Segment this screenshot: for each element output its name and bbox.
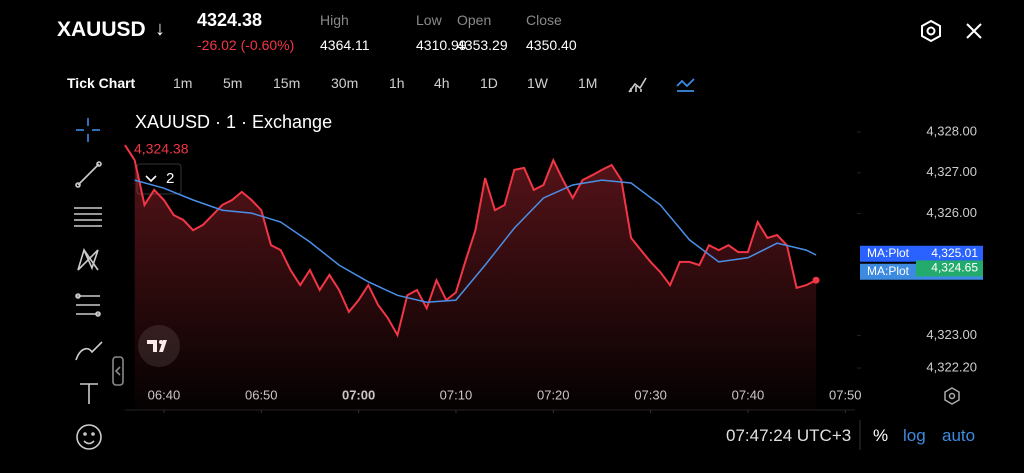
indicator-toggle[interactable] (136, 163, 182, 195)
interval-button[interactable]: 1m (173, 75, 193, 91)
axis-settings-icon[interactable] (944, 387, 960, 405)
symbol-arrow[interactable]: ↓ (155, 18, 165, 40)
price-tag-label: 4,325.01 (931, 246, 978, 260)
area-style-icon[interactable] (676, 78, 695, 92)
ma-line (134, 179, 817, 303)
price-change: -26.02 (-0.60%) (197, 37, 295, 53)
interval-button[interactable]: 1W (527, 75, 548, 91)
interval-button[interactable]: 15m (273, 75, 301, 91)
y-tick-label: 4,326.00 (926, 205, 977, 220)
symbol[interactable]: XAUUSD (57, 18, 146, 41)
price-tag-name: MA:Plot (867, 264, 910, 278)
close-icon[interactable] (966, 23, 982, 39)
crosshair-tool[interactable] (76, 118, 100, 142)
price-tag (916, 260, 983, 277)
brush-tool[interactable] (75, 341, 103, 361)
last-price: 4324.38 (197, 10, 263, 30)
last-point (812, 276, 820, 284)
collapse-toolbar[interactable] (112, 356, 124, 386)
settings-icon[interactable] (921, 19, 941, 43)
text-tool[interactable] (80, 383, 98, 404)
scale-option[interactable]: log (903, 426, 926, 445)
stat-value: 4353.29 (457, 37, 508, 53)
stat-value: 4310.99 (416, 37, 467, 53)
y-tick-label: 4,323.00 (926, 327, 977, 342)
projection-tool[interactable] (75, 293, 101, 317)
y-tick-label: 4,328.00 (926, 124, 977, 139)
price-tag-label: 4,324.65 (931, 261, 978, 275)
chart-title: XAUUSD · 1 · Exchange (135, 112, 332, 132)
stat-value: 4364.11 (320, 37, 370, 53)
stat-label: Low (416, 12, 442, 28)
x-tick-label: 07:50 (829, 387, 862, 402)
interval-button[interactable]: 4h (434, 75, 450, 91)
pattern-tool[interactable] (77, 247, 99, 271)
price-tag-name-bg (860, 263, 916, 280)
interval-button[interactable]: 5m (223, 75, 243, 91)
interval-button[interactable]: 1M (578, 75, 598, 91)
interval-button[interactable]: 1h (389, 75, 405, 91)
price-stub (124, 144, 136, 161)
trend-line-tool[interactable] (75, 161, 102, 188)
last-price-label: 4,324.38 (134, 141, 189, 157)
interval-button[interactable]: 1D (480, 75, 498, 91)
fib-tool[interactable] (74, 207, 102, 227)
interval-button[interactable]: 30m (331, 75, 359, 91)
chart-type[interactable]: Tick Chart (67, 75, 136, 91)
emoji-tool[interactable] (76, 424, 102, 450)
price-tag-name-bg (860, 245, 916, 262)
indicator-count[interactable]: 2 (166, 170, 174, 187)
price-tag-name: MA:Plot (867, 246, 910, 260)
stat-value: 4350.40 (526, 37, 577, 53)
y-tick-label: 4,322.20 (926, 360, 977, 375)
clock: 07:47:24 UTC+3 (726, 426, 852, 445)
stat-label: Open (457, 12, 492, 28)
scale-option[interactable]: auto (942, 426, 976, 445)
stat-label: High (320, 12, 349, 28)
stat-label: Close (526, 12, 562, 28)
price-line (133, 157, 817, 338)
price-area (134, 160, 817, 410)
price-tag (916, 245, 983, 262)
scale-option[interactable]: % (873, 426, 889, 445)
y-tick-label: 4,327.00 (926, 164, 977, 179)
chart-style-icon[interactable] (628, 77, 647, 93)
